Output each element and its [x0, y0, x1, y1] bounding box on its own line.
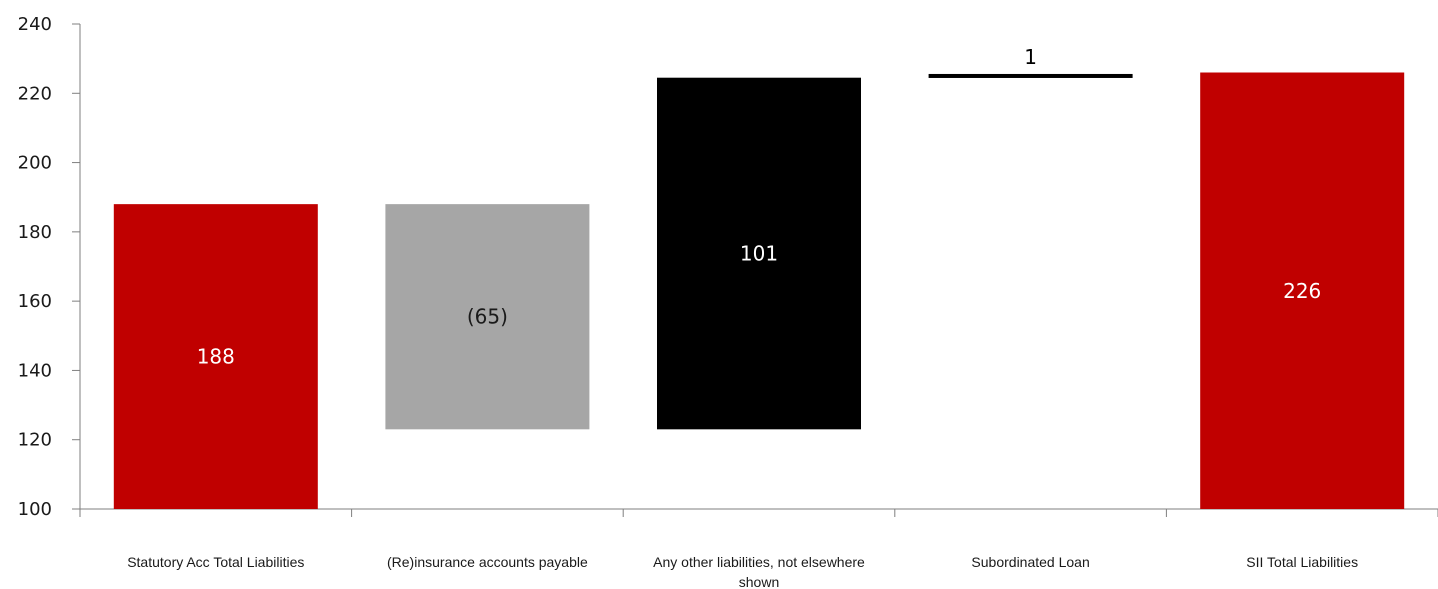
y-tick-label: 100: [18, 499, 52, 520]
bar-value-label: 101: [740, 242, 778, 266]
y-tick-label: 240: [18, 14, 52, 35]
y-tick-label: 220: [18, 83, 52, 104]
bar-value-label: 226: [1283, 279, 1321, 303]
bar: [928, 73, 1133, 78]
bar: [113, 204, 318, 509]
y-tick-label: 200: [18, 153, 52, 174]
bar-value-label: 188: [197, 345, 235, 369]
category-label: Statutory Acc Total Liabilities: [127, 554, 304, 570]
y-tick-label: 140: [18, 360, 52, 381]
bar: [657, 77, 861, 430]
bar-value-label: (65): [467, 305, 508, 329]
bars: [113, 72, 1405, 509]
bar: [1200, 72, 1405, 509]
y-tick-label: 180: [18, 222, 52, 243]
category-label: SII Total Liabilities: [1246, 554, 1358, 570]
category-label: shown: [739, 574, 779, 589]
bar-value-label: 1: [1024, 45, 1037, 69]
category-label: (Re)insurance accounts payable: [387, 554, 588, 570]
bar: [385, 204, 590, 430]
labels: Statutory Acc Total Liabilities (Re)insur…: [127, 45, 1358, 589]
y-tick-label: 160: [18, 291, 52, 312]
y-tick-label: 120: [18, 430, 52, 451]
category-label: Any other liabilities, not elsewhere: [653, 554, 865, 570]
category-label: Subordinated Loan: [971, 554, 1089, 570]
